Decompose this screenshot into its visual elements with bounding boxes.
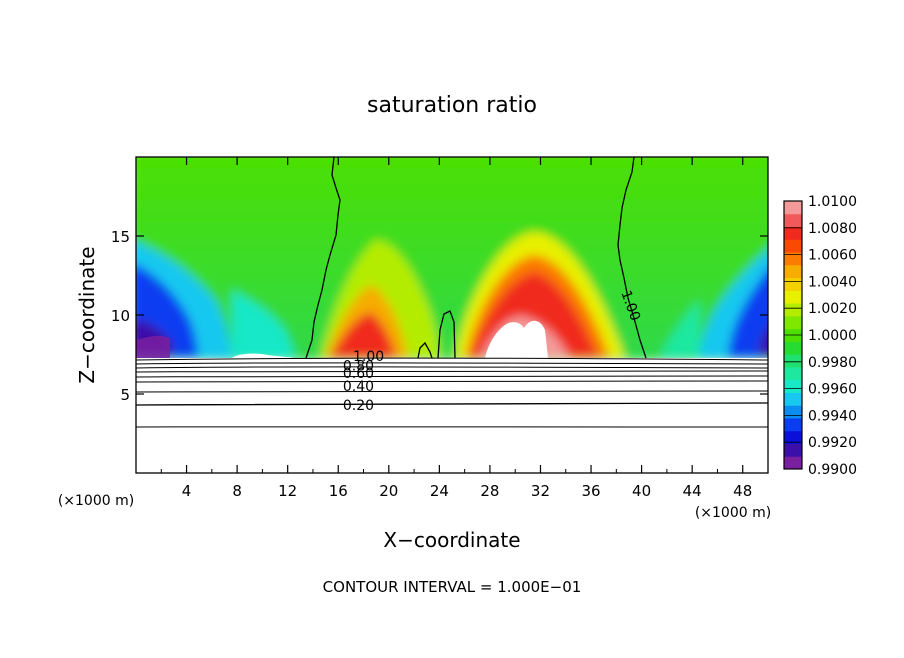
contour-surface-2 xyxy=(136,362,768,365)
y-tick-label: 15 xyxy=(111,228,130,246)
contour-surface-5 xyxy=(136,375,768,378)
colorbar-swatch xyxy=(784,264,802,279)
cloud-white-region xyxy=(485,320,548,358)
colorbar-swatch xyxy=(784,290,802,304)
contour-surface-3 xyxy=(136,366,768,369)
colorbar-tick-label: 1.0020 xyxy=(808,301,857,317)
contour-label: 0.20 xyxy=(343,398,374,414)
colorbar-tick-label: 1.0080 xyxy=(808,221,857,237)
x-tick-label: 48 xyxy=(733,482,752,500)
x-tick-label: 36 xyxy=(581,482,600,500)
contour-1-00-right xyxy=(617,157,647,359)
colorbar-swatch xyxy=(784,315,802,330)
colorbar-tick-label: 1.0060 xyxy=(808,248,857,264)
contour-label: 0.40 xyxy=(343,379,374,395)
x-unit-left: (×1000 m) xyxy=(58,493,134,509)
left-purple-fringe xyxy=(136,335,170,358)
contour-interval-footer: CONTOUR INTERVAL = 1.000E−01 xyxy=(323,578,582,596)
contour-surface-8 xyxy=(136,402,768,406)
contour-1-00-left xyxy=(305,157,341,359)
x-tick-label: 44 xyxy=(683,482,702,500)
x-tick-label: 20 xyxy=(379,482,398,500)
contour-surface-7 xyxy=(136,390,768,393)
contour-1-00-bump-a xyxy=(417,341,433,359)
colorbar-swatch xyxy=(784,366,802,381)
colorbar-swatch xyxy=(784,226,802,240)
colorbar-tick-label: 0.9920 xyxy=(808,435,857,451)
colorbar-swatch xyxy=(784,443,802,457)
right-dry-blue xyxy=(728,270,768,358)
colorbar-swatch xyxy=(784,405,802,419)
x-unit-right: (×1000 m) xyxy=(695,505,771,521)
colorbar-swatch xyxy=(784,239,802,253)
colorbar-swatch xyxy=(784,213,802,228)
contour-1-00-bump-b xyxy=(437,310,456,359)
saturation-field xyxy=(136,157,768,360)
contour-surface-4 xyxy=(136,370,768,373)
x-tick-label: 24 xyxy=(430,482,449,500)
colorbar-tick-label: 0.9980 xyxy=(808,355,857,371)
y-axis-label: Z−coordinate xyxy=(75,246,99,383)
y-tick-label: 5 xyxy=(120,386,130,404)
x-tick-label: 28 xyxy=(480,482,499,500)
colorbar-swatch xyxy=(784,392,802,406)
right-mid-cyan xyxy=(660,300,700,358)
y-tick-label: 10 xyxy=(111,307,130,325)
colorbar-swatch xyxy=(784,430,802,444)
colorbar-tick-label: 0.9940 xyxy=(808,408,857,424)
surface-contours xyxy=(136,357,768,428)
plume-left-red xyxy=(330,312,396,358)
x-tick-label: 40 xyxy=(632,482,651,500)
x-tick-label: 12 xyxy=(278,482,297,500)
colorbar-swatch xyxy=(784,303,802,317)
x-tick-label: 16 xyxy=(329,482,348,500)
colorbar-swatch xyxy=(784,277,802,291)
colorbar-swatch xyxy=(784,456,802,470)
surface-white-region xyxy=(136,353,768,473)
x-tick-label: 8 xyxy=(232,482,242,500)
y-axis: 5 10 15 xyxy=(111,228,768,404)
colorbar: 1.0100 1.0080 1.0060 1.0040 1.0020 1.0000 0.99… xyxy=(783,194,857,478)
x-axis: 4 8 12 16 20 24 28 32 36 40 44 48 xyxy=(160,157,752,500)
colorbar-swatch xyxy=(784,354,802,368)
colorbar-tick-label: 0.9900 xyxy=(808,462,857,478)
x-axis-label: X−coordinate xyxy=(383,528,520,552)
contour-surface-1 xyxy=(136,357,768,361)
colorbar-swatch xyxy=(784,201,802,215)
x-tick-label: 4 xyxy=(182,482,192,500)
colorbar-swatch xyxy=(784,252,802,266)
colorbar-tick-label: 1.0040 xyxy=(808,274,857,290)
colorbar-tick-label: 1.0000 xyxy=(808,328,857,344)
contour-label: 0.60 xyxy=(343,366,374,382)
contour-surface-6 xyxy=(136,380,768,383)
chart-title: saturation ratio xyxy=(367,93,537,118)
contour-label: 1.00 xyxy=(353,349,384,365)
colorbar-swatch xyxy=(784,379,802,393)
colorbar-tick-label: 1.0100 xyxy=(808,194,857,210)
colorbar-swatch xyxy=(784,417,802,432)
colorbar-swatch xyxy=(784,341,802,355)
contour-surface-9 xyxy=(136,426,768,428)
x-tick-label: 32 xyxy=(531,482,550,500)
right-dry-purple xyxy=(760,328,768,358)
left-mid-cyan xyxy=(232,290,294,358)
plot-area xyxy=(136,157,768,473)
colorbar-tick-label: 0.9960 xyxy=(808,382,857,398)
contour-label: 0.80 xyxy=(343,358,374,374)
